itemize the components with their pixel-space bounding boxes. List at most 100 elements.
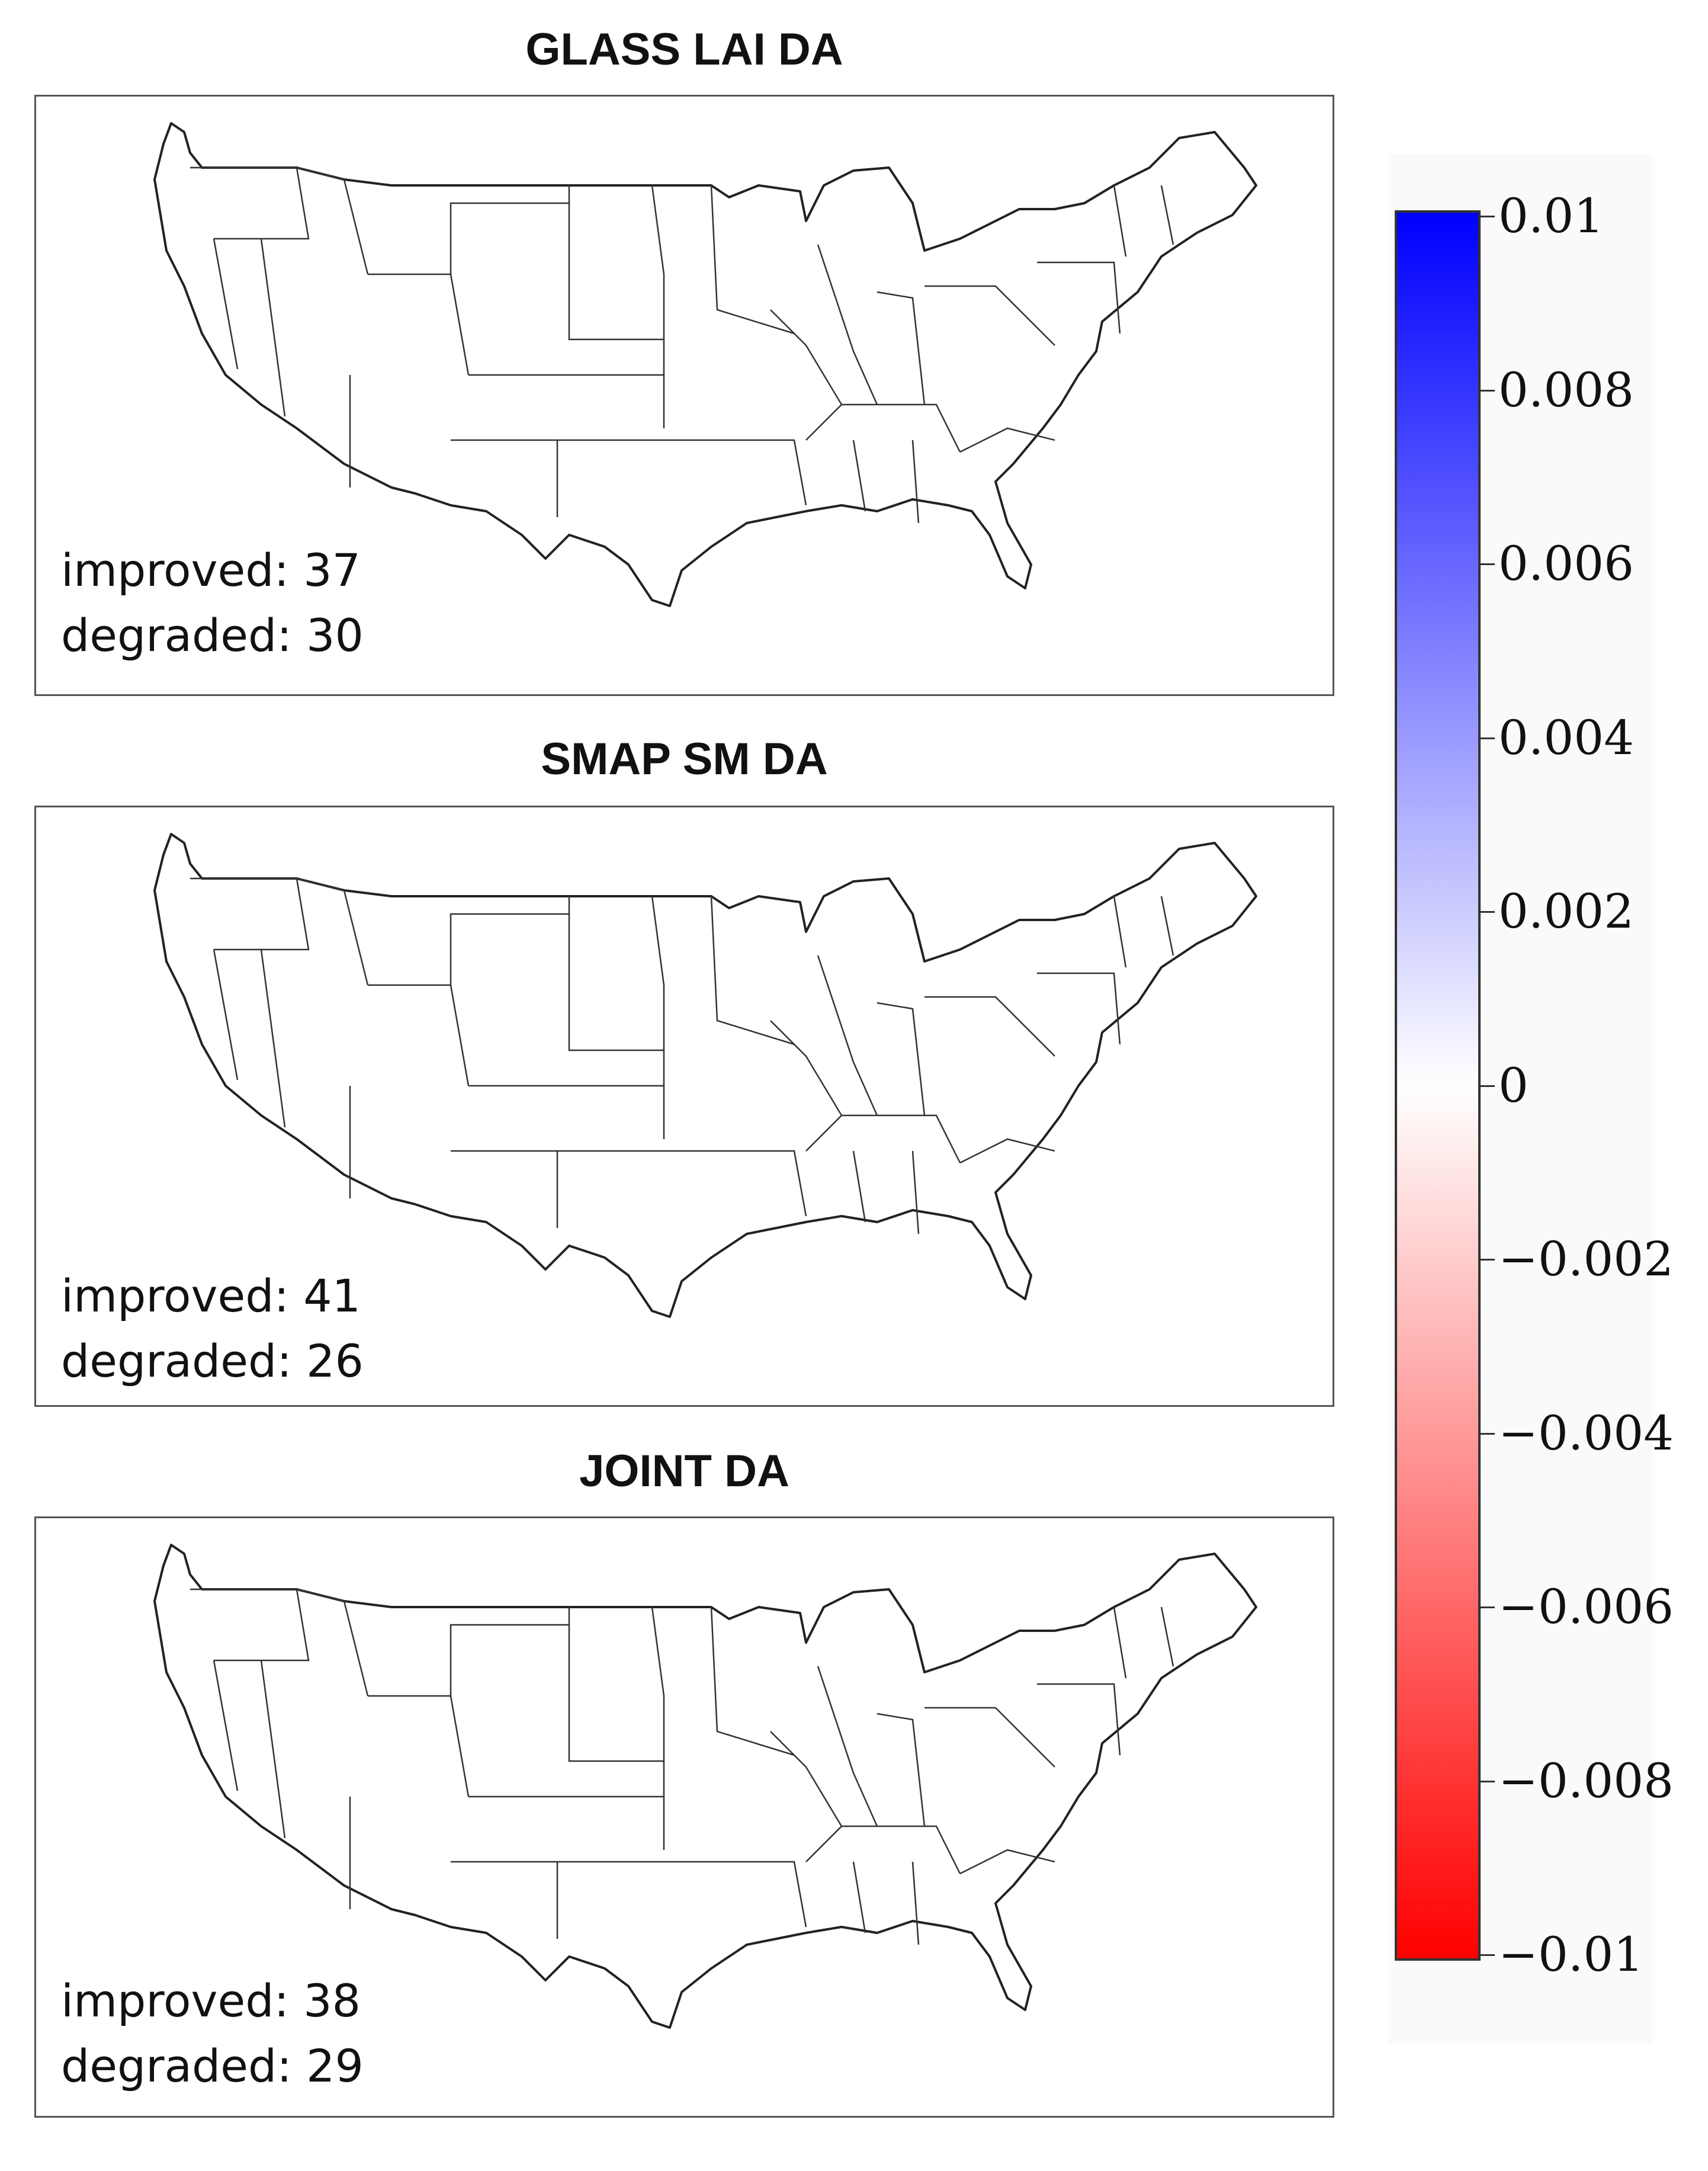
state-border [710, 896, 795, 1046]
state-border [770, 1731, 843, 1862]
state-border [1113, 1606, 1127, 1679]
map-panel-smap-sm: improved: 41 degraded: 26 [34, 806, 1334, 1407]
colorbar [1395, 210, 1481, 1961]
colorbar-tick [1481, 389, 1495, 392]
state-border [568, 896, 664, 1051]
us-state-map [153, 1544, 1257, 2029]
colorbar-tick-label: 0.002 [1498, 884, 1635, 939]
state-border [924, 285, 1055, 346]
state-border [368, 1695, 470, 1797]
colorbar-tick-label: −0.01 [1498, 1927, 1644, 1982]
state-border [911, 1861, 920, 1945]
state-border [213, 1660, 239, 1791]
state-border [770, 309, 843, 441]
state-border [260, 1660, 286, 1839]
state-border [842, 1114, 961, 1163]
improved-label: improved: [61, 1269, 290, 1322]
state-border [664, 439, 807, 506]
colorbar-tick-label: −0.002 [1498, 1232, 1674, 1287]
country-outline [153, 1544, 1257, 2029]
colorbar-tick [1481, 563, 1495, 565]
state-border [710, 185, 795, 335]
state-border [817, 955, 878, 1116]
colorbar-tick [1481, 911, 1495, 913]
state-border [959, 427, 1055, 453]
state-border [877, 1713, 926, 1827]
state-border [842, 1825, 961, 1874]
colorbar-tick [1481, 1085, 1495, 1087]
state-border [852, 1861, 866, 1933]
stats-box: improved: 38 degraded: 29 [61, 1968, 364, 2099]
state-border [924, 996, 1055, 1057]
degraded-label: degraded: [61, 2039, 292, 2092]
state-border [651, 896, 665, 1139]
state-border [213, 949, 239, 1080]
state-border [852, 440, 866, 512]
colorbar-tick-label: −0.008 [1498, 1753, 1674, 1808]
degraded-label: degraded: [61, 609, 292, 662]
degraded-label: degraded: [61, 1335, 292, 1387]
state-border [296, 1588, 369, 1697]
state-border [296, 877, 369, 986]
state-border [190, 166, 310, 240]
stats-box: improved: 41 degraded: 26 [61, 1264, 364, 1394]
colorbar-tick [1481, 216, 1495, 217]
state-border [664, 1150, 807, 1217]
state-border [190, 877, 310, 951]
state-border [260, 238, 286, 417]
colorbar-tick-label: −0.006 [1498, 1579, 1674, 1634]
colorbar-tick [1481, 1606, 1495, 1608]
state-border [852, 1150, 866, 1223]
state-border [568, 1607, 664, 1762]
state-border [296, 166, 369, 275]
state-border [190, 1588, 310, 1662]
panel-title: JOINT DA [579, 1446, 789, 1496]
colorbar-tick [1481, 1432, 1495, 1435]
colorbar-tick [1481, 737, 1495, 739]
us-state-map [153, 833, 1257, 1318]
state-border [1037, 972, 1121, 1045]
state-border [1160, 1606, 1174, 1667]
state-border [368, 273, 470, 376]
state-border [770, 1020, 843, 1152]
state-border [213, 238, 239, 370]
degraded-count: 30 [306, 609, 364, 662]
state-border [1160, 896, 1174, 956]
colorbar-tick [1481, 1954, 1495, 1956]
state-border [368, 984, 470, 1086]
state-border [959, 1138, 1055, 1164]
state-border [817, 244, 878, 405]
degraded-count: 26 [306, 1335, 364, 1387]
state-border [651, 185, 665, 428]
state-border [710, 1606, 795, 1756]
state-border [877, 291, 926, 405]
state-border [1113, 896, 1127, 968]
state-border [911, 440, 920, 524]
improved-count: 37 [303, 544, 361, 597]
state-border [1160, 185, 1174, 245]
colorbar-tick-label: 0.004 [1498, 710, 1635, 765]
degraded-count: 29 [306, 2039, 364, 2092]
state-border [450, 202, 569, 274]
state-border [651, 1606, 665, 1850]
colorbar-tick-label: 0 [1498, 1057, 1529, 1113]
state-border [568, 185, 664, 341]
colorbar-tick-label: 0.01 [1498, 188, 1604, 243]
colorbar-tick [1481, 1259, 1495, 1261]
improved-label: improved: [61, 544, 290, 597]
colorbar-tick-label: −0.004 [1498, 1405, 1674, 1461]
state-border [1113, 185, 1127, 257]
improved-count: 41 [303, 1269, 361, 1322]
panel-title: GLASS LAI DA [525, 24, 843, 75]
country-outline [153, 122, 1257, 607]
map-panel-glass-lai: improved: 37 degraded: 30 [34, 95, 1334, 696]
improved-label: improved: [61, 1974, 290, 2027]
stats-box: improved: 37 degraded: 30 [61, 538, 364, 668]
state-border [1037, 261, 1121, 334]
state-border [911, 1150, 920, 1234]
map-panel-joint: improved: 38 degraded: 29 [34, 1516, 1334, 2118]
state-border [924, 1707, 1055, 1768]
state-border [664, 1861, 807, 1928]
state-border [877, 1002, 926, 1116]
state-border [817, 1666, 878, 1827]
